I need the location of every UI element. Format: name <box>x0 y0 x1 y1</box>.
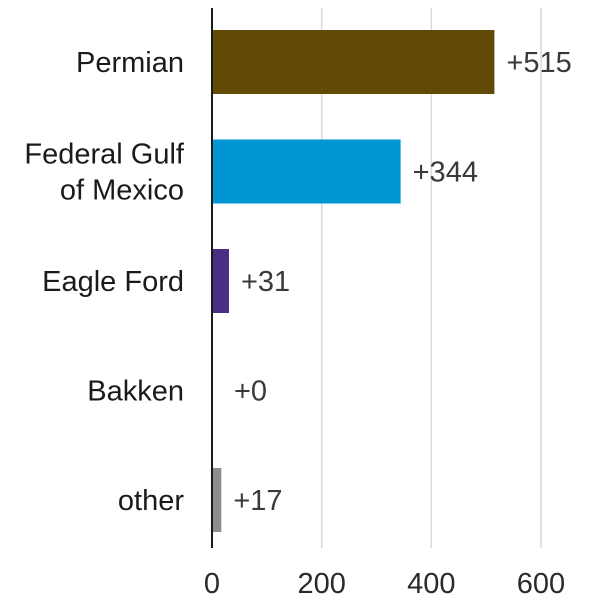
category-label-federal-gulf-of-mexico: Federal Gulf of Mexico <box>24 139 185 207</box>
category-label-line: other <box>118 485 184 517</box>
value-label-federal-gulf-of-mexico: +344 <box>413 157 478 189</box>
x-tick-label-400: 400 <box>407 568 455 600</box>
category-label-permian: Permian <box>76 47 184 79</box>
category-label-other: other <box>118 485 184 517</box>
category-label-line: Federal Gulf <box>24 139 185 171</box>
category-label-line: Eagle Ford <box>42 266 184 298</box>
category-label-line: of Mexico <box>60 175 184 207</box>
category-label-line: Bakken <box>87 376 184 408</box>
gridlines <box>320 8 542 548</box>
value-label-other: +17 <box>233 485 282 517</box>
x-tick-label-200: 200 <box>297 568 345 600</box>
category-label-line: Permian <box>76 47 184 79</box>
value-label-eagle-ford: +31 <box>241 266 290 298</box>
bar-permian <box>212 30 495 94</box>
category-label-bakken: Bakken <box>87 376 184 408</box>
value-label-bakken: +0 <box>234 376 267 408</box>
bar-federal-gulf-of-mexico <box>212 139 401 204</box>
category-label-eagle-ford: Eagle Ford <box>42 266 184 298</box>
x-tick-label-0: 0 <box>204 568 220 600</box>
bar-eagle-ford <box>212 249 229 313</box>
labels: +515 Permian +344 Federal Gulf of Mexico +31 E… <box>24 47 571 600</box>
bar-other <box>212 468 222 532</box>
value-label-permian: +515 <box>506 47 571 79</box>
x-tick-label-600: 600 <box>517 568 565 600</box>
bars <box>212 30 495 532</box>
